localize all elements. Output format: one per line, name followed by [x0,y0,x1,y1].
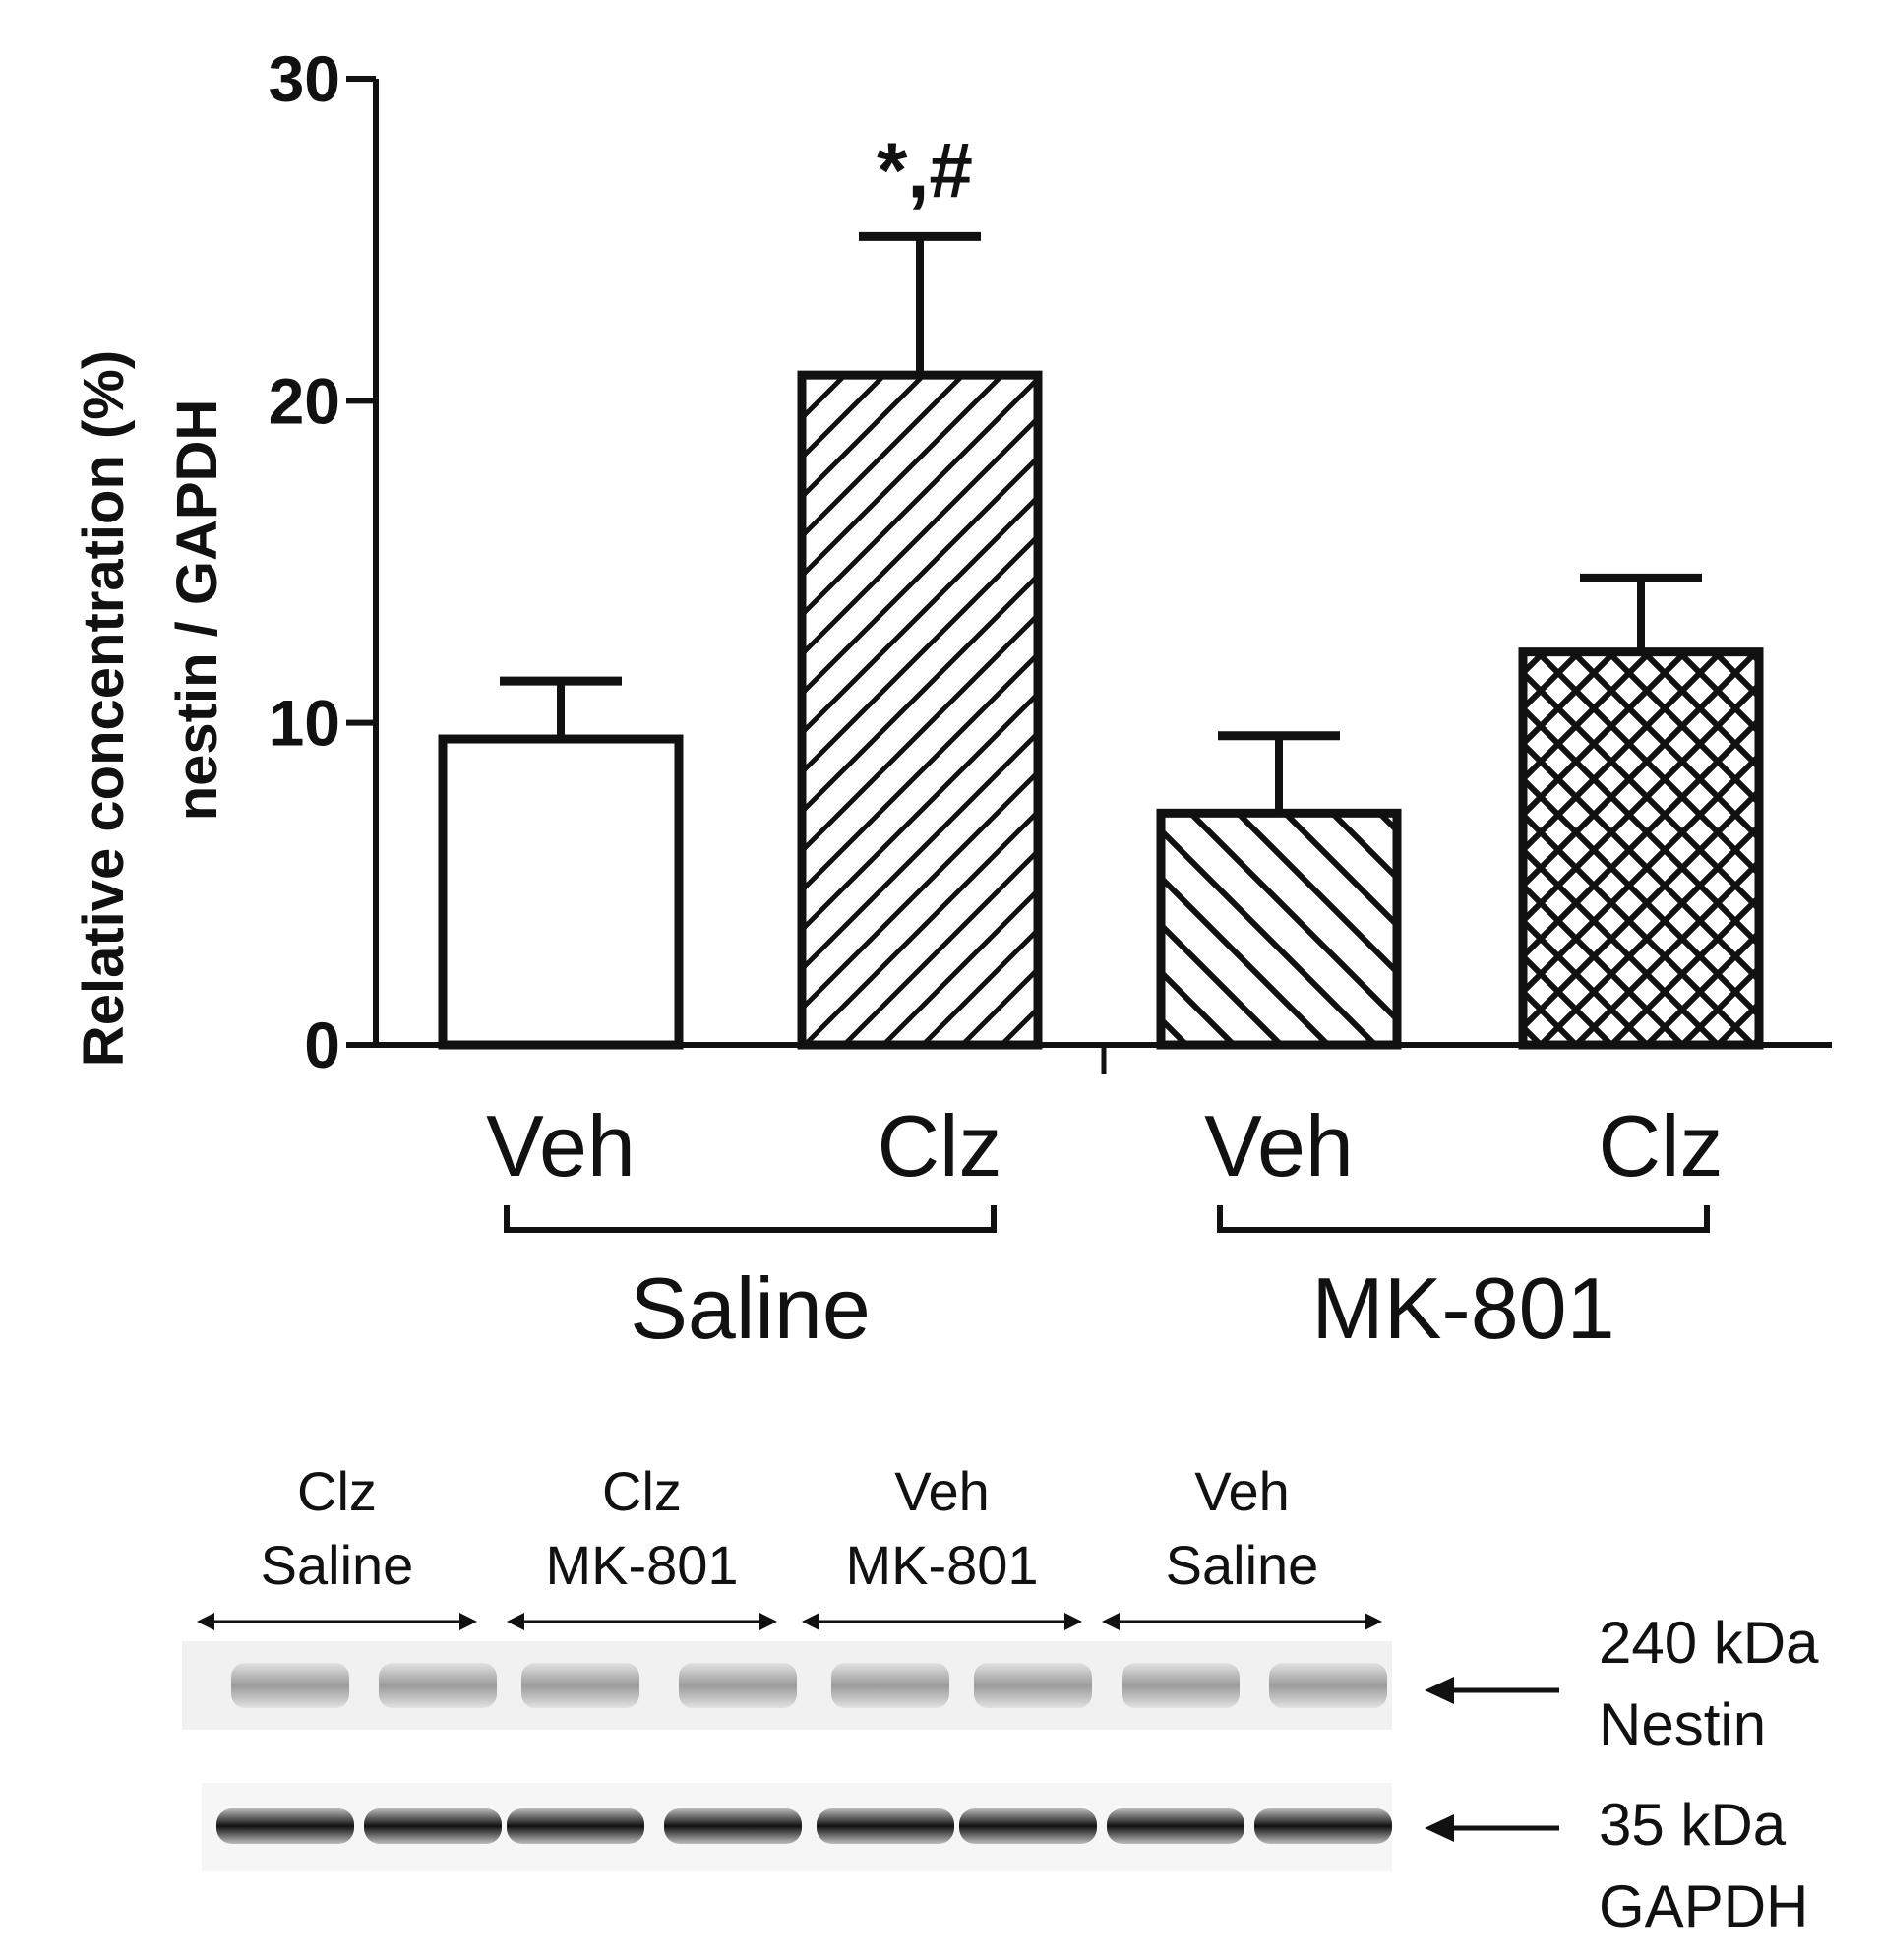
blot-marker-arrowhead [1425,1814,1454,1842]
y-axis-ticks: 0 10 20 30 [269,42,376,1081]
group-bracket [1217,1205,1710,1233]
bar-series [438,370,1764,1050]
blot-marker-size: 240 kDa [1599,1610,1819,1676]
blot-marker-protein: Nestin [1599,1691,1766,1757]
western-blot-panel: Clz Saline Clz MK-801 Veh MK-801 Veh Saline 240… [182,1460,1819,1939]
bar [1518,647,1764,1050]
gapdh-bands [216,1808,1392,1844]
nestin-band [679,1663,797,1708]
blot-lane-arrowhead-right [759,1613,777,1630]
group-label: Saline [630,1259,871,1357]
y-tick-label: 30 [269,42,340,115]
blot-lane-group: MK-801 [545,1534,738,1596]
blot-lane-arrowhead-right [1365,1613,1382,1630]
blot-lane-treatment: Clz [602,1460,682,1522]
blot-lane-arrowhead-left [802,1613,819,1630]
group-bracket [504,1205,997,1233]
blot-lane-treatment: Veh [1194,1460,1290,1522]
error-bars [500,231,1702,814]
bar [1156,808,1402,1050]
blot-lane-headers: Clz Saline Clz MK-801 Veh MK-801 Veh Saline [197,1460,1382,1630]
nestin-band [974,1663,1092,1708]
blot-lane-arrowhead-left [507,1613,524,1630]
y-tick-label: 20 [269,364,340,437]
blot-lane-arrowhead-right [459,1613,477,1630]
x-category-label: Veh [486,1097,636,1194]
blot-lane-arrowhead-left [197,1613,214,1630]
significance-annotations: *,# [877,126,973,214]
x-axis-group-brackets: Saline MK-801 [504,1205,1710,1357]
y-tick-label: 10 [269,687,340,760]
gapdh-band [507,1808,644,1844]
nestin-band [521,1663,639,1708]
y-axis-title: Relative concentration (%) nestin / GAPD… [72,350,229,1067]
x-axis-category-labels: Veh Clz Veh Clz [486,1097,1723,1194]
blot-lane-group: Saline [1166,1534,1319,1596]
nestin-band [831,1663,949,1708]
blot-lane-group: Saline [261,1534,414,1596]
nestin-band [1122,1663,1240,1708]
nestin-bands [231,1663,1387,1708]
blot-lane-arrowhead-right [1064,1613,1082,1630]
gapdh-band [1254,1808,1392,1844]
gapdh-band [216,1808,354,1844]
blot-markers: 240 kDa Nestin 35 kDa GAPDH [1425,1610,1819,1939]
x-category-label: Clz [1598,1097,1723,1194]
significance-label: *,# [877,126,973,214]
x-category-label: Clz [877,1097,1001,1194]
group-label: MK-801 [1311,1259,1614,1357]
y-axis-title-line1: Relative concentration (%) [72,350,136,1067]
gapdh-band [817,1808,954,1844]
gapdh-band [664,1808,802,1844]
nestin-band [1269,1663,1387,1708]
blot-marker-size: 35 kDa [1599,1792,1787,1858]
bar [797,370,1043,1050]
nestin-band [379,1663,497,1708]
y-tick-label: 0 [304,1009,340,1081]
gapdh-band [959,1808,1097,1844]
gapdh-band [1107,1808,1244,1844]
blot-lane-treatment: Clz [297,1460,377,1522]
blot-marker-protein: GAPDH [1599,1873,1808,1939]
blot-lane-arrowhead-left [1102,1613,1120,1630]
bar [438,734,684,1050]
y-axis-title-line2: nestin / GAPDH [165,399,229,822]
gapdh-band [364,1808,502,1844]
nestin-band [231,1663,349,1708]
blot-marker-arrowhead [1425,1677,1454,1704]
blot-lane-treatment: Veh [894,1460,990,1522]
blot-lane-group: MK-801 [845,1534,1038,1596]
x-category-label: Veh [1204,1097,1354,1194]
